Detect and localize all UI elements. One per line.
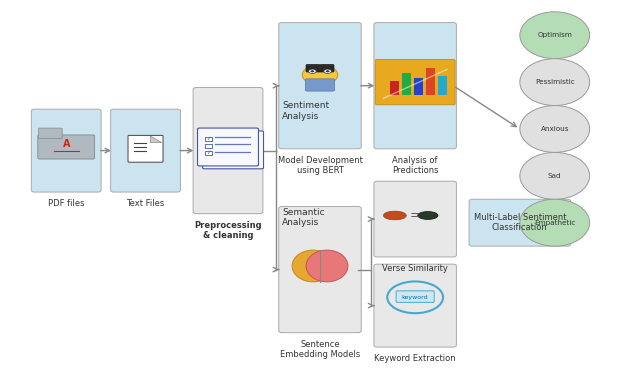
Text: Analysis of
Predictions: Analysis of Predictions (392, 156, 438, 176)
Text: A: A (63, 139, 70, 149)
FancyBboxPatch shape (38, 135, 95, 159)
Text: Sad: Sad (548, 173, 561, 179)
FancyBboxPatch shape (279, 206, 361, 333)
Ellipse shape (520, 106, 589, 152)
FancyBboxPatch shape (375, 59, 455, 105)
Text: =: = (410, 209, 420, 222)
FancyBboxPatch shape (396, 291, 434, 302)
Text: Sentiment
Analysis: Sentiment Analysis (282, 101, 329, 121)
FancyBboxPatch shape (198, 128, 259, 166)
FancyBboxPatch shape (128, 135, 163, 162)
Ellipse shape (520, 199, 589, 246)
FancyBboxPatch shape (193, 88, 263, 214)
FancyBboxPatch shape (374, 22, 456, 149)
Ellipse shape (383, 211, 406, 220)
Ellipse shape (520, 12, 589, 59)
Circle shape (308, 69, 316, 74)
Bar (438, 76, 447, 95)
FancyBboxPatch shape (203, 131, 264, 169)
Ellipse shape (292, 250, 334, 282)
Ellipse shape (520, 59, 589, 106)
Ellipse shape (418, 212, 438, 219)
Text: Keyword Extraction: Keyword Extraction (374, 354, 456, 363)
FancyBboxPatch shape (305, 79, 335, 91)
Text: Semantic
Analysis: Semantic Analysis (282, 208, 324, 227)
Bar (390, 81, 399, 95)
Text: Model Development
using BERT: Model Development using BERT (278, 156, 362, 176)
Bar (205, 137, 212, 141)
Bar (426, 68, 435, 95)
FancyBboxPatch shape (38, 128, 62, 139)
Text: PDF files: PDF files (48, 199, 84, 208)
FancyBboxPatch shape (279, 22, 361, 149)
Circle shape (326, 70, 330, 72)
Ellipse shape (306, 250, 348, 282)
Text: Empathetic: Empathetic (534, 220, 575, 226)
FancyBboxPatch shape (374, 181, 456, 257)
Ellipse shape (520, 152, 589, 199)
Bar (402, 73, 411, 95)
Bar (205, 144, 212, 148)
Text: ✓: ✓ (206, 150, 211, 155)
Text: Pessimistic: Pessimistic (535, 79, 575, 85)
Text: keyword: keyword (402, 295, 428, 300)
FancyBboxPatch shape (469, 199, 571, 246)
Text: Verse Similarity: Verse Similarity (382, 264, 448, 273)
FancyBboxPatch shape (306, 65, 334, 72)
Circle shape (302, 65, 338, 85)
Text: Text Files: Text Files (127, 199, 164, 208)
Polygon shape (150, 136, 162, 142)
Text: Multi-Label Sentiment
Classification: Multi-Label Sentiment Classification (474, 213, 566, 233)
FancyBboxPatch shape (31, 109, 101, 192)
Text: Optimism: Optimism (538, 32, 572, 38)
Text: ✓: ✓ (206, 136, 211, 141)
Bar (414, 78, 423, 95)
Bar (205, 151, 212, 155)
Circle shape (324, 69, 332, 74)
Circle shape (310, 70, 314, 72)
Text: Preprocessing
& cleaning: Preprocessing & cleaning (194, 221, 262, 240)
FancyBboxPatch shape (374, 264, 456, 347)
FancyBboxPatch shape (111, 109, 180, 192)
Text: Anxious: Anxious (541, 126, 569, 132)
Text: Sentence
Embedding Models: Sentence Embedding Models (280, 340, 360, 359)
